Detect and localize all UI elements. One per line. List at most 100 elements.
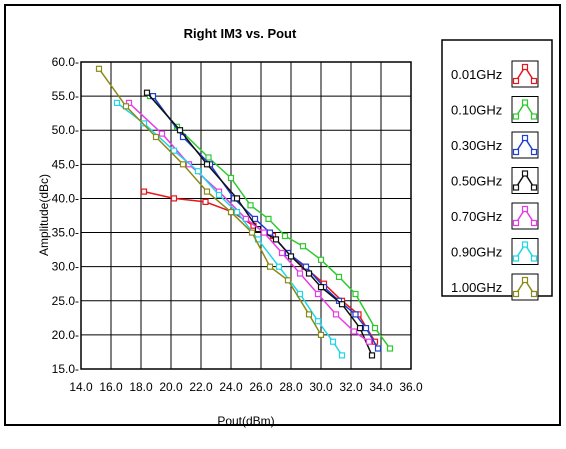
y-tick-label: 35.0- xyxy=(52,226,79,240)
data-point xyxy=(265,215,272,222)
series-line xyxy=(116,102,343,356)
x-tick-label: 26.0 xyxy=(249,380,273,394)
legend-swatch-marker xyxy=(512,77,520,85)
data-point xyxy=(314,290,322,298)
y-tick-label: 15.0- xyxy=(52,362,79,376)
data-point xyxy=(317,284,325,291)
legend-swatch-marker xyxy=(530,113,538,120)
data-point xyxy=(335,273,343,280)
series-6 xyxy=(95,65,325,338)
legend-swatch-marker xyxy=(521,205,529,213)
x-tick-label: 22.0 xyxy=(189,380,213,394)
data-point xyxy=(233,195,241,202)
data-point xyxy=(314,318,322,325)
legend-label: 0.10GHz xyxy=(451,103,502,118)
data-point xyxy=(170,147,178,154)
x-tick-label: 14.0 xyxy=(69,380,93,394)
data-point xyxy=(194,168,202,175)
y-tick-label: 60.0- xyxy=(52,55,79,69)
legend-swatch-marker xyxy=(530,148,538,156)
data-point xyxy=(113,99,121,107)
data-point xyxy=(266,263,274,270)
data-point xyxy=(275,263,283,270)
data-point xyxy=(233,209,241,216)
data-point xyxy=(368,352,376,359)
data-point xyxy=(266,229,274,236)
legend-item: 0.50GHz xyxy=(451,167,539,194)
data-point xyxy=(143,89,151,96)
data-point xyxy=(338,301,346,308)
data-point xyxy=(248,229,256,236)
legend-label: 0.50GHz xyxy=(451,174,502,189)
data-point xyxy=(122,103,130,110)
data-point xyxy=(251,215,259,222)
y-tick-label: 40.0- xyxy=(52,191,79,205)
legend-swatch-marker xyxy=(521,134,529,142)
legend-swatch-marker xyxy=(521,99,529,106)
x-tick-label: 18.0 xyxy=(129,380,153,394)
data-point xyxy=(299,243,307,250)
series-line xyxy=(146,92,373,356)
data-point xyxy=(302,263,310,270)
x-tick-label: 28.0 xyxy=(279,380,303,394)
y-axis-label: Amplitude(dBc) xyxy=(37,174,51,256)
data-point xyxy=(305,270,313,277)
legend-swatch-marker xyxy=(530,255,538,262)
legend-label: 1.00GHz xyxy=(451,280,502,295)
legend-swatch-marker xyxy=(512,290,520,298)
data-point xyxy=(260,229,268,236)
x-tick-label: 20.0 xyxy=(159,380,183,394)
data-point xyxy=(205,154,212,161)
data-point xyxy=(140,188,148,195)
legend-swatch-marker xyxy=(512,219,520,227)
legend-item: 1.00GHz xyxy=(451,273,539,301)
data-point xyxy=(317,256,325,263)
data-point xyxy=(152,133,160,141)
legend-label: 0.90GHz xyxy=(451,245,502,260)
series-5 xyxy=(113,99,346,359)
legend-item: 0.70GHz xyxy=(451,202,539,230)
data-point xyxy=(371,325,379,332)
data-point xyxy=(179,161,187,168)
data-point xyxy=(227,174,235,182)
data-point xyxy=(374,345,382,352)
legend-swatch-marker xyxy=(521,63,529,71)
data-point xyxy=(338,352,346,359)
data-point xyxy=(242,215,250,222)
y-tick-label: 25.0- xyxy=(52,294,79,308)
legend-swatch-marker xyxy=(512,113,520,120)
x-tick-label: 30.0 xyxy=(309,380,333,394)
x-tick-label: 34.0 xyxy=(369,380,393,394)
data-point xyxy=(352,311,359,318)
outer-border xyxy=(4,4,561,426)
data-point xyxy=(281,232,289,240)
data-point xyxy=(350,328,358,335)
legend-swatch-marker xyxy=(521,276,529,284)
data-point xyxy=(287,253,295,260)
x-tick-label: 24.0 xyxy=(219,380,243,394)
data-point xyxy=(272,236,280,243)
data-point xyxy=(332,311,340,318)
series-1 xyxy=(146,92,394,352)
x-tick-label: 32.0 xyxy=(339,380,363,394)
data-point xyxy=(317,331,325,338)
plot-background xyxy=(81,62,411,369)
data-point xyxy=(284,277,292,284)
y-tick-label: 50.0- xyxy=(52,123,79,137)
data-point xyxy=(296,270,304,277)
legend-item: 0.10GHz xyxy=(451,96,539,123)
legend-swatch-marker xyxy=(530,219,538,227)
legend-label: 0.01GHz xyxy=(451,67,502,82)
data-point xyxy=(176,127,184,134)
data-point xyxy=(386,345,394,352)
data-point xyxy=(158,130,166,137)
x-tick-label: 36.0 xyxy=(399,380,423,394)
legend-item: 0.90GHz xyxy=(451,238,539,265)
legend-item: 0.30GHz xyxy=(451,131,539,159)
data-point xyxy=(215,191,223,199)
legend-swatch-marker xyxy=(530,184,538,191)
legend-swatch-marker xyxy=(530,290,538,298)
legend-label: 0.30GHz xyxy=(451,138,502,153)
series-3 xyxy=(143,89,376,359)
data-point xyxy=(329,338,337,345)
